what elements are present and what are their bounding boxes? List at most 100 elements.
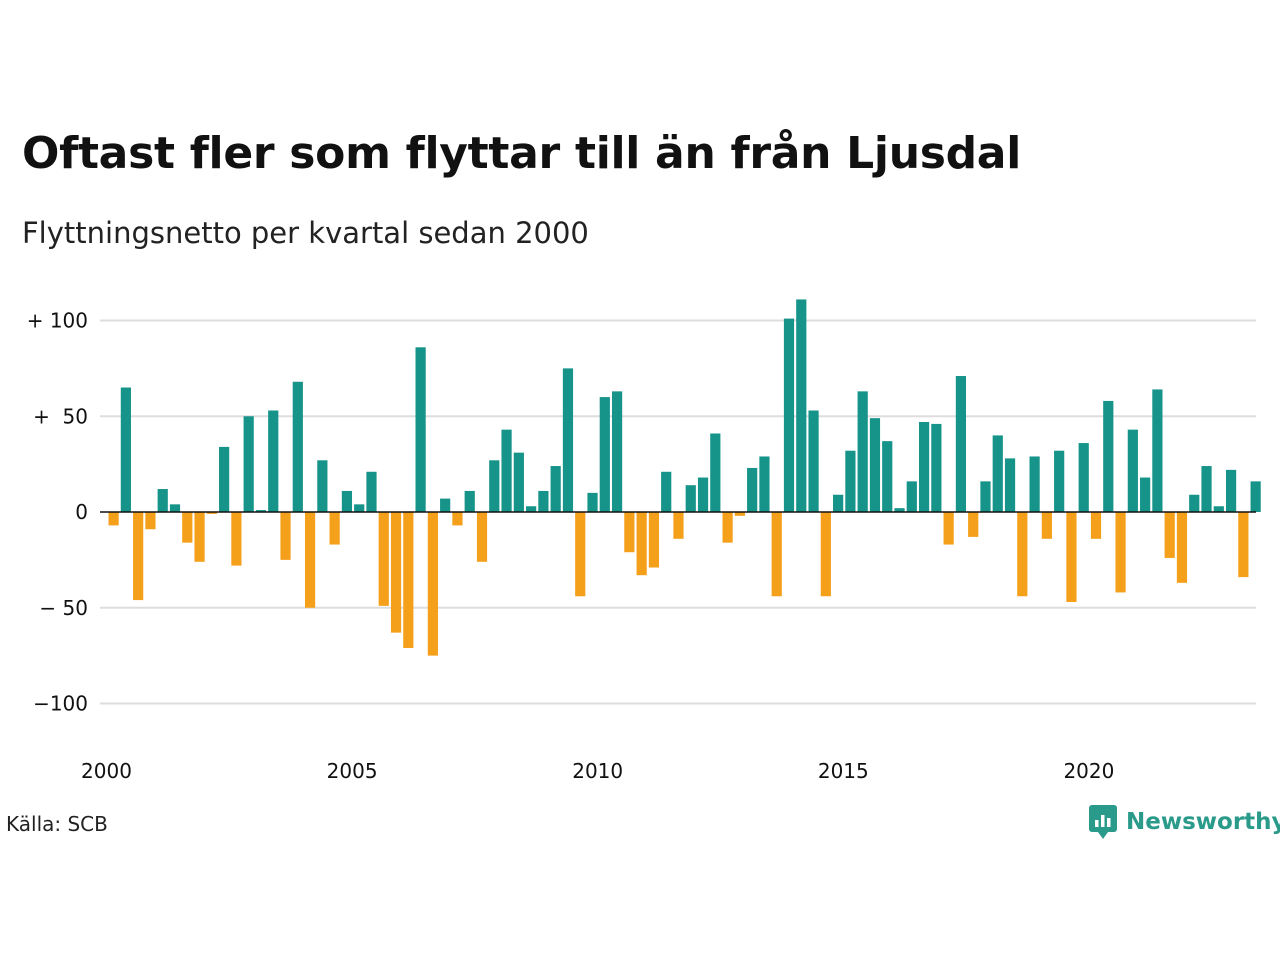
bar-2001-q3 xyxy=(182,512,193,543)
bar-2005-q1 xyxy=(354,504,365,512)
chart-subtitle: Flyttningsnetto per kvartal sedan 2000 xyxy=(22,216,589,250)
bar-2021-q1 xyxy=(1140,477,1151,512)
bar-2010-q1 xyxy=(599,397,610,512)
bar-2013-q3 xyxy=(771,512,782,597)
gridlines xyxy=(100,319,1256,705)
bar-2010-q2 xyxy=(611,391,623,512)
x-tick-label: 2010 xyxy=(572,759,623,783)
bar-2018-q4 xyxy=(1029,456,1040,512)
bar-2020-q2 xyxy=(1103,400,1114,512)
bar-2007-q1 xyxy=(452,512,463,526)
bar-2006-q4 xyxy=(440,498,451,512)
newsworthy-logo-icon xyxy=(1089,805,1117,839)
bar-2021-q2 xyxy=(1152,389,1163,512)
y-tick-label: − 50 xyxy=(39,596,88,620)
bar-2007-q3 xyxy=(476,512,488,562)
bar-2002-q1 xyxy=(206,512,217,514)
bar-2022-q4 xyxy=(1225,469,1237,512)
bar-2012-q1 xyxy=(697,477,709,512)
bar-2015-q1 xyxy=(845,450,856,512)
bar-2010-q3 xyxy=(624,512,635,553)
y-tick-label: + 100 xyxy=(27,309,88,333)
bar-2011-q4 xyxy=(685,485,696,512)
bar-2023-q1 xyxy=(1238,512,1249,578)
bar-2016-q3 xyxy=(918,422,930,512)
bar-2003-q1 xyxy=(255,510,267,512)
brand: Newsworthy xyxy=(1088,804,1280,840)
bar-2001-q2 xyxy=(169,504,181,512)
bar-2006-q1 xyxy=(403,512,414,648)
bar-2017-q1 xyxy=(943,512,954,545)
source-note: Källa: SCB xyxy=(6,812,108,836)
bar-2015-q2 xyxy=(857,391,868,512)
bar-2008-q2 xyxy=(513,452,524,512)
bar-2019-q2 xyxy=(1054,450,1065,512)
bar-2002-q2 xyxy=(219,446,230,512)
bar-2018-q1 xyxy=(992,435,1003,512)
bar-2010-q4 xyxy=(636,512,647,576)
bar-2006-q3 xyxy=(427,512,438,656)
bars xyxy=(108,299,1261,656)
bar-2008-q3 xyxy=(526,506,537,512)
bar-2004-q3 xyxy=(329,512,340,545)
brand-name: Newsworthy xyxy=(1126,809,1280,835)
bar-2016-q2 xyxy=(906,481,917,512)
bar-2003-q3 xyxy=(280,512,291,560)
bar-2005-q2 xyxy=(366,471,377,512)
bar-2009-q1 xyxy=(550,466,561,512)
bar-2006-q2 xyxy=(415,347,426,512)
x-tick-label: 2000 xyxy=(81,759,132,783)
bar-2004-q1 xyxy=(304,512,316,608)
bar-2020-q3 xyxy=(1115,512,1126,593)
bar-2019-q3 xyxy=(1066,512,1077,602)
bar-2005-q3 xyxy=(378,512,389,606)
bar-2014-q4 xyxy=(833,494,844,512)
bar-2014-q2 xyxy=(808,410,819,512)
bar-2012-q3 xyxy=(722,512,733,543)
x-tick-label: 2015 xyxy=(818,759,869,783)
bar-2020-q1 xyxy=(1090,512,1102,539)
bar-2018-q2 xyxy=(1004,458,1016,512)
x-axis-labels: 2000 2005 2010 2015 2020 xyxy=(81,759,1114,783)
bar-2011-q3 xyxy=(673,512,684,539)
y-tick-label: −100 xyxy=(33,692,88,716)
bar-2011-q1 xyxy=(648,512,660,568)
bar-2011-q2 xyxy=(661,471,672,512)
bar-2009-q4 xyxy=(587,492,598,512)
bar-2015-q3 xyxy=(869,418,881,512)
bar-2022-q3 xyxy=(1213,506,1224,512)
bar-2002-q3 xyxy=(231,512,242,566)
bar-2017-q3 xyxy=(968,512,979,537)
bar-2013-q4 xyxy=(783,318,795,512)
bar-2012-q2 xyxy=(710,433,721,512)
bar-2000-q4 xyxy=(145,512,156,530)
y-tick-label: 0 xyxy=(75,500,88,524)
x-tick-label: 2005 xyxy=(327,759,378,783)
bar-2013-q2 xyxy=(759,456,770,512)
bar-2004-q4 xyxy=(341,490,353,512)
bar-2017-q2 xyxy=(955,376,967,512)
bar-2004-q2 xyxy=(317,460,328,512)
bar-2008-q1 xyxy=(501,429,512,512)
bar-2009-q2 xyxy=(562,368,574,513)
x-tick-label: 2020 xyxy=(1063,759,1114,783)
bar-2021-q3 xyxy=(1164,512,1175,558)
bar-2020-q4 xyxy=(1127,429,1138,512)
bar-2003-q4 xyxy=(292,381,303,512)
bar-2002-q4 xyxy=(243,416,254,512)
bar-2000-q2 xyxy=(120,387,131,512)
bar-2015-q4 xyxy=(882,441,893,512)
bar-2007-q4 xyxy=(489,460,500,512)
bar-2016-q1 xyxy=(894,508,905,512)
y-axis-labels: + 100 + 50 0 − 50 −100 xyxy=(27,309,88,716)
bar-2021-q4 xyxy=(1176,512,1188,583)
bar-2023-q2 xyxy=(1250,481,1261,512)
bar-2000-q1 xyxy=(108,512,119,526)
y-tick-label: + 50 xyxy=(33,404,88,428)
bar-2005-q4 xyxy=(390,512,402,633)
bar-2009-q3 xyxy=(575,512,586,597)
bar-2018-q3 xyxy=(1017,512,1028,597)
bar-2014-q3 xyxy=(820,512,831,597)
bar-2022-q2 xyxy=(1201,466,1212,512)
